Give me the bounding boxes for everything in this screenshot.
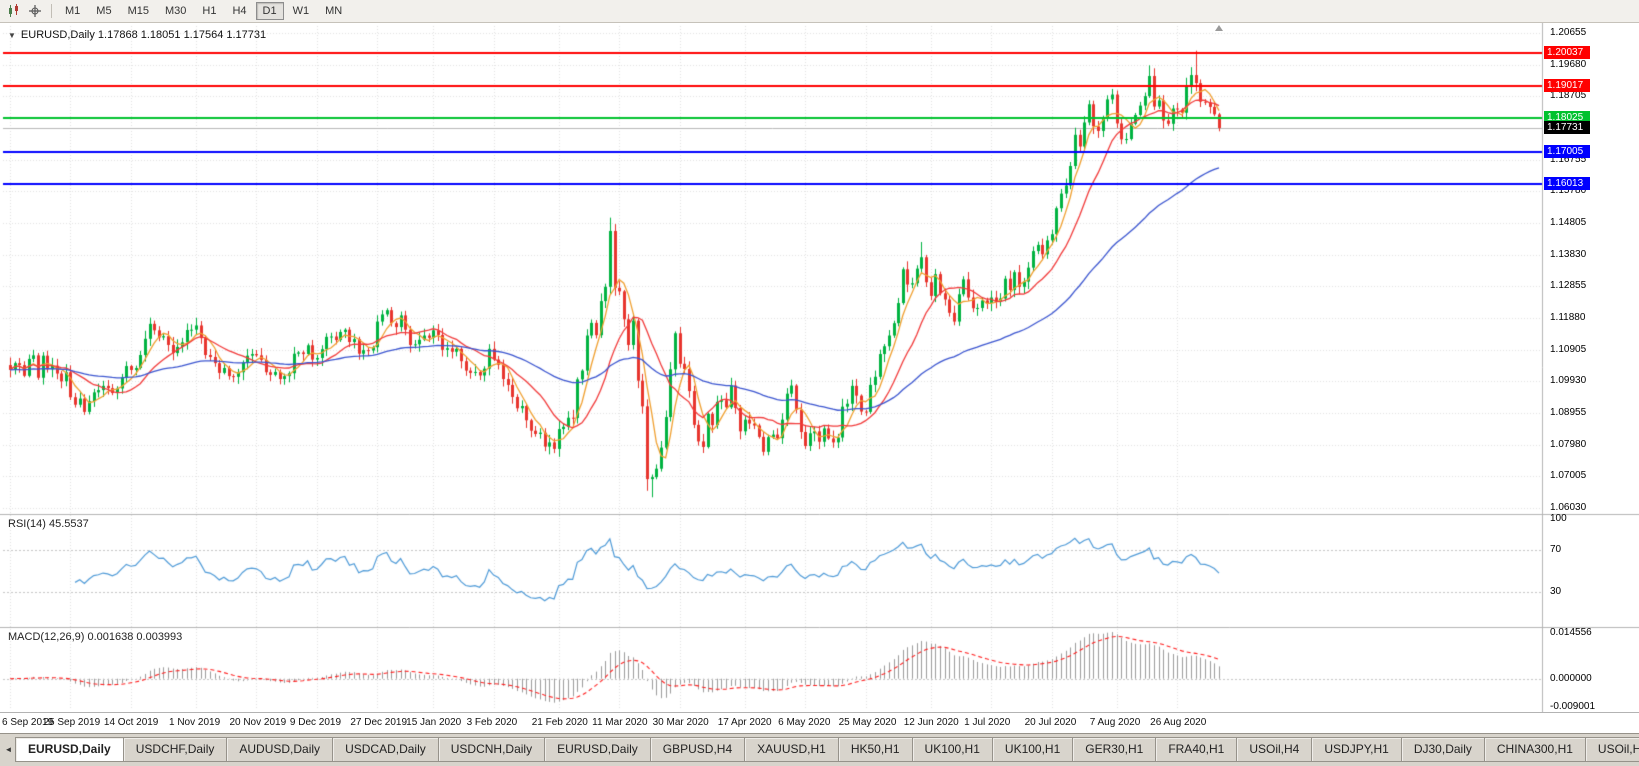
price-axis-label: 1.06030 [1550,502,1587,513]
price-axis-label: 1.13830 [1550,248,1587,260]
price-axis[interactable]: 1.206551.196801.187051.177301.167551.157… [1543,23,1639,712]
chart-tab-usdcnh-daily[interactable]: USDCNH,Daily [437,736,546,762]
macd-axis-label: 0.014556 [1550,627,1592,638]
chart-tab-audusd-daily[interactable]: AUDUSD,Daily [226,736,334,762]
chart-tab-hk50-h1[interactable]: HK50,H1 [837,736,913,762]
time-axis-label: 14 Oct 2019 [103,717,159,728]
time-axis-label: 6 May 2020 [778,717,831,728]
price-axis-label: 1.10905 [1550,343,1587,355]
macd-axis-label: 0.000000 [1550,672,1592,684]
price-axis-label: 1.12855 [1550,280,1587,292]
level-price-label[interactable]: 1.19017 [1544,79,1590,93]
rsi-indicator-label: RSI(14) 45.5537 [8,518,89,530]
chart-tab-gbpusd-h4[interactable]: GBPUSD,H4 [649,736,746,762]
time-axis-label: 25 Sep 2019 [43,717,101,728]
chart-title: ▼ EURUSD,Daily 1.17868 1.18051 1.17564 1… [8,29,266,41]
time-axis-label: 11 Mar 2020 [592,717,648,728]
time-axis-label: 26 Aug 2020 [1150,717,1207,728]
timeframe-button-m5[interactable]: M5 [96,5,112,17]
time-axis-label: 3 Feb 2020 [466,717,518,728]
timeframe-button-m15[interactable]: M15 [127,5,149,17]
candlestick-chart-icon[interactable] [4,2,24,20]
price-axis-label: 1.16755 [1550,153,1587,165]
chart-tab-uk100-h1[interactable]: UK100,H1 [991,736,1074,762]
time-axis-label: 9 Dec 2019 [289,717,342,728]
chart-tab-usdjpy-h1[interactable]: USDJPY,H1 [1311,736,1402,762]
timeframe-button-mn[interactable]: MN [325,5,343,17]
rsi-axis-label: 100 [1550,513,1567,524]
time-axis-label: 30 Mar 2020 [652,717,709,728]
price-axis-label: 1.07005 [1550,470,1587,482]
price-axis-label: 1.18705 [1550,90,1587,102]
chart-canvas[interactable] [0,23,1639,712]
price-axis-label: 1.14805 [1550,217,1587,228]
level-price-label[interactable]: 1.17005 [1544,144,1590,158]
timeframe-buttons: M1 M5 M15 M30 H1 H4 D1 W1 MN [58,2,349,20]
macd-indicator-label: MACD(12,26,9) 0.001638 0.003993 [8,631,182,643]
chart-shift-marker[interactable] [1215,25,1223,31]
price-axis-label: 1.20655 [1550,27,1587,38]
price-axis-label: 1.11880 [1550,312,1586,323]
chart-tab-uk100-h1[interactable]: UK100,H1 [911,736,993,762]
macd-axis-label: -0.009001 [1550,701,1596,712]
time-axis-label: 20 Nov 2019 [229,717,287,728]
time-axis-label: 1 Jul 2020 [964,717,1011,728]
chart-title-text: EURUSD,Daily 1.17868 1.18051 1.17564 1.1… [20,29,267,41]
timeframe-button-w1[interactable]: W1 [292,5,310,17]
price-axis-label: 1.07980 [1550,438,1587,450]
timeframe-button-m30[interactable]: M30 [164,5,187,17]
price-axis-label: 1.09930 [1550,375,1587,387]
current-price-label[interactable]: 1.17731 [1544,120,1590,134]
time-axis-label: 27 Dec 2019 [350,717,408,728]
level-price-label[interactable]: 1.16013 [1544,176,1590,190]
time-axis-label: 21 Feb 2020 [531,717,588,728]
collapse-arrow-icon[interactable]: ▼ [8,30,16,40]
chart-tab-xauusd-h1[interactable]: XAUUSD,H1 [744,736,839,762]
macd-label-text: MACD(12,26,9) 0.001638 0.003993 [8,631,183,643]
timeframe-button-h4[interactable]: H4 [232,5,247,17]
time-axis-label: 17 Apr 2020 [717,717,772,728]
chart-tab-china300-h1[interactable]: CHINA300,H1 [1483,736,1586,762]
rsi-axis-label: 70 [1550,544,1562,556]
timeframe-button-h1[interactable]: H1 [202,5,217,17]
chart-tab-bar: ◄ EURUSD,Daily USDCHF,Daily AUDUSD,Daily USD… [0,733,1639,766]
chart-tab-fra40-h1[interactable]: FRA40,H1 [1155,736,1238,762]
chart-area: ▼ EURUSD,Daily 1.17868 1.18051 1.17564 1… [0,23,1639,712]
level-price-label[interactable]: 1.20037 [1544,46,1590,60]
time-axis-label: 7 Aug 2020 [1089,717,1141,728]
toolbar-separator [51,4,52,18]
chart-tab-eurusd-daily[interactable]: EURUSD,Daily [544,736,651,762]
price-axis-label: 1.19680 [1550,58,1587,70]
crosshair-icon[interactable] [25,2,45,20]
chart-tab-usdchf-daily[interactable]: USDCHF,Daily [122,736,228,762]
chart-tab-eurusd-daily[interactable]: EURUSD,Daily [15,736,124,762]
price-axis-label: 1.08955 [1550,407,1587,418]
timeframe-toolbar: M1 M5 M15 M30 H1 H4 D1 W1 MN [0,0,1639,23]
price-axis-label: 1.15780 [1550,185,1587,197]
chart-tab-usoil-h1[interactable]: USOil,H1 [1584,736,1639,762]
time-axis[interactable]: 6 Sep 2019 25 Sep 2019 14 Oct 2019 1 Nov 20… [0,712,1639,733]
chart-tab-usoil-h4[interactable]: USOil,H4 [1236,736,1313,762]
time-axis-label: 15 Jan 2020 [406,717,462,728]
time-axis-label: 20 Jul 2020 [1024,717,1077,728]
time-axis-label: 1 Nov 2019 [169,717,221,728]
chart-tab-dj30-daily[interactable]: DJ30,Daily [1400,736,1485,762]
chart-tab-ger30-h1[interactable]: GER30,H1 [1072,736,1157,762]
time-axis-label: 12 Jun 2020 [903,717,959,728]
rsi-label-text: RSI(14) 45.5537 [8,518,89,530]
time-axis-label: 25 May 2020 [838,717,897,728]
rsi-axis-label: 30 [1550,585,1562,597]
chart-tab-usdcad-daily[interactable]: USDCAD,Daily [332,736,439,762]
time-axis-label: 6 Sep 2019 [2,717,54,728]
tab-scroll-left-icon[interactable]: ◄ [4,744,13,754]
timeframe-button-m1[interactable]: M1 [65,5,81,17]
timeframe-button-d1[interactable]: D1 [255,2,284,20]
